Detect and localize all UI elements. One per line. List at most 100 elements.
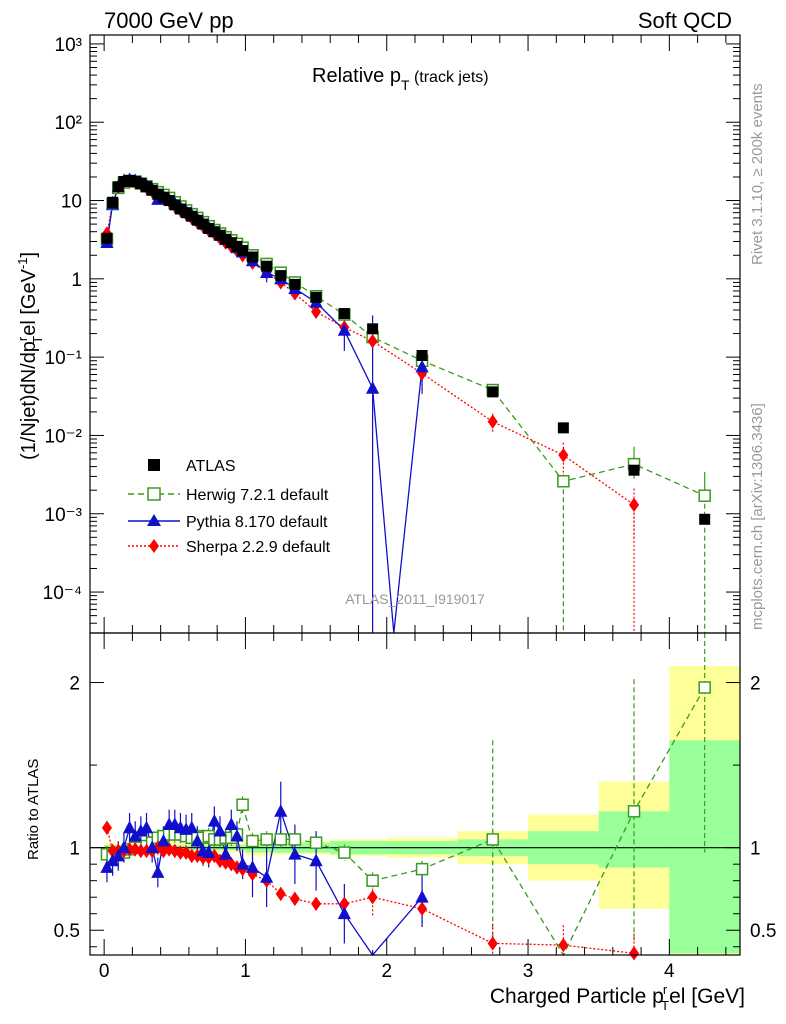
atlas-data-point bbox=[338, 308, 350, 320]
x-axis-label: Charged Particle pr Tel [GeV] bbox=[490, 982, 745, 1013]
x-tick-label: 2 bbox=[381, 961, 392, 982]
legend-label-sherpa: Sherpa 2.2.9 default bbox=[186, 539, 331, 556]
y-tick-label: 10⁻² bbox=[45, 426, 83, 447]
herwig-ratio-point bbox=[260, 833, 273, 846]
herwig-ratio-point bbox=[288, 833, 302, 846]
y-tick-label: 10⁻³ bbox=[45, 505, 83, 526]
sherpa-ratio-point bbox=[135, 843, 146, 859]
herwig-ratio-point bbox=[698, 681, 711, 694]
sherpa-ratio-point bbox=[558, 937, 569, 953]
herwig-ratio-point bbox=[246, 834, 259, 848]
atlas-data-point bbox=[191, 214, 203, 226]
sherpa-ratio-point bbox=[226, 856, 237, 872]
legend-marker-herwig bbox=[147, 487, 161, 501]
atlas-data-point bbox=[416, 349, 428, 361]
atlas-data-point bbox=[129, 176, 141, 188]
pythia-ratio-point bbox=[245, 860, 260, 873]
sherpa-ratio-point bbox=[186, 848, 197, 864]
atlas-data-point bbox=[135, 178, 147, 190]
atlas-data-point bbox=[141, 181, 153, 193]
atlas-data-point bbox=[186, 210, 198, 222]
sherpa-ratio-point bbox=[181, 845, 192, 860]
atlas-data-point bbox=[261, 260, 273, 272]
atlas-data-point bbox=[699, 513, 711, 525]
sherpa-point bbox=[558, 447, 569, 463]
pythia-ratio-point bbox=[202, 845, 216, 859]
pythia-point bbox=[260, 265, 274, 279]
atlas-data-point bbox=[124, 175, 136, 187]
sherpa-ratio-point bbox=[417, 901, 428, 916]
pythia-ratio-point bbox=[122, 820, 137, 834]
sherpa-ratio-point bbox=[289, 891, 300, 907]
atlas-data-point bbox=[152, 188, 164, 200]
pythia-point bbox=[337, 323, 351, 336]
pythia-ratio-point bbox=[117, 840, 131, 854]
atlas-data-point bbox=[289, 278, 301, 290]
sherpa-point bbox=[367, 333, 378, 349]
y-tick-label: 10⁻¹ bbox=[45, 348, 83, 369]
herwig-ratio-point bbox=[309, 836, 323, 849]
atlas-data-point bbox=[112, 181, 124, 193]
pythia-ratio-point bbox=[100, 860, 114, 873]
herwig-ratio-point bbox=[627, 805, 641, 818]
sherpa-ratio-point bbox=[130, 842, 141, 857]
uncertainty-band-green bbox=[669, 740, 740, 954]
sherpa-ratio-point bbox=[311, 896, 322, 912]
atlas-data-point bbox=[214, 229, 226, 241]
herwig-ratio-point bbox=[236, 798, 249, 811]
herwig-ratio-point bbox=[486, 833, 499, 846]
herwig-ratio-point bbox=[274, 833, 288, 846]
atlas-data-point bbox=[174, 203, 186, 215]
atlas-data-point bbox=[101, 232, 113, 244]
pythia-ratio-point bbox=[415, 890, 429, 903]
y-tick-label: 10⁻⁴ bbox=[43, 583, 82, 604]
atlas-data-point bbox=[163, 195, 175, 207]
plot-title: Relative pT (track jets) bbox=[312, 65, 489, 93]
sherpa-ratio-point bbox=[101, 820, 112, 836]
y-tick-label: 10 bbox=[61, 192, 82, 213]
x-tick-label: 4 bbox=[664, 961, 675, 982]
sherpa-point bbox=[628, 497, 640, 513]
pythia-ratio-point bbox=[139, 820, 154, 834]
pythia-ratio-point bbox=[224, 817, 238, 830]
atlas-data-point bbox=[275, 270, 287, 282]
analysis-tag: ATLAS_2011_I919017 bbox=[345, 591, 485, 607]
sherpa-ratio-point bbox=[628, 946, 640, 961]
herwig-point bbox=[557, 475, 570, 488]
pythia-ratio-point bbox=[213, 823, 227, 837]
x-tick-label: 3 bbox=[523, 961, 534, 982]
atlas-data-point bbox=[237, 245, 249, 257]
ratio-tick-label-right: 0.5 bbox=[750, 921, 776, 942]
mcplots-label: mcplots.cern.ch [arXiv:1306.3436] bbox=[749, 403, 766, 630]
legend: ATLAS Herwig 7.2.1 default Pythia 8.170 … bbox=[128, 458, 331, 556]
atlas-data-point bbox=[169, 199, 181, 211]
pythia-ratio-point bbox=[274, 804, 288, 817]
pythia-ratio-point bbox=[288, 847, 302, 860]
herwig-ratio-point bbox=[338, 846, 351, 859]
atlas-data-point bbox=[107, 196, 119, 208]
y-axis-label: (1/Njet)dN/dprTel [GeV-1] bbox=[15, 252, 45, 460]
atlas-data-point bbox=[146, 184, 158, 196]
atlas-data-point bbox=[203, 222, 215, 234]
legend-label-herwig: Herwig 7.2.1 default bbox=[186, 487, 329, 504]
sherpa-ratio-point bbox=[487, 936, 498, 951]
sherpa-ratio-point bbox=[275, 886, 286, 902]
header-right: Soft QCD bbox=[638, 8, 732, 33]
legend-label-atlas: ATLAS bbox=[186, 458, 236, 475]
ratio-tick-label-right: 1 bbox=[750, 839, 761, 860]
x-tick-label: 0 bbox=[99, 961, 110, 982]
ratio-y-label: Ratio to ATLAS bbox=[25, 759, 42, 860]
pythia-ratio-point bbox=[151, 865, 165, 878]
atlas-data-point bbox=[247, 251, 258, 263]
pythia-ratio-point bbox=[156, 833, 171, 847]
atlas-data-point bbox=[367, 323, 379, 335]
sherpa-ratio-point bbox=[124, 842, 135, 857]
atlas-data-point bbox=[220, 233, 232, 245]
x-tick-label: 1 bbox=[240, 961, 251, 982]
pythia-ratio-point bbox=[236, 856, 250, 870]
sherpa-ratio-point bbox=[175, 845, 186, 860]
sherpa-ratio-point bbox=[367, 890, 378, 905]
pythia-ratio-point bbox=[219, 847, 233, 860]
legend-marker-atlas bbox=[148, 459, 160, 471]
ratio-tick-label-left: 2 bbox=[69, 674, 80, 695]
